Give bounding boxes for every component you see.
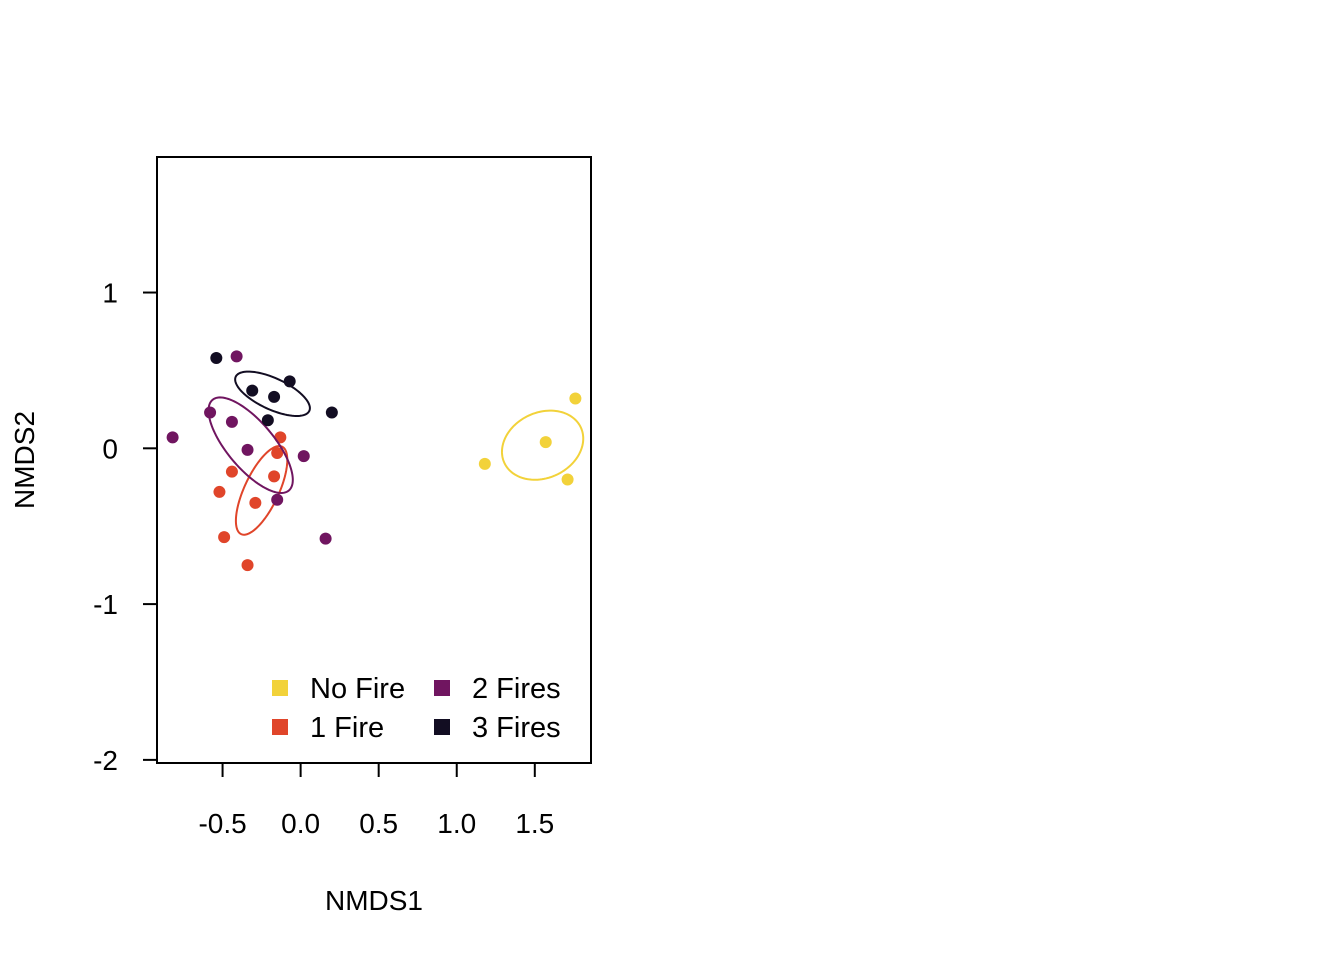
legend-swatch-no-fire [272, 680, 288, 696]
point-1-fire [268, 470, 281, 483]
point-2-fires [230, 350, 243, 363]
point-3-fires [283, 375, 296, 388]
point-2-fires [166, 431, 179, 444]
axes: -0.5 0.0 0.5 1.0 1.5 1 0 -1 -2 NMDS1 NMDS2 [9, 156, 592, 916]
legend-label: 1 Fire [310, 712, 384, 744]
point-1-fire [218, 531, 231, 544]
point-no-fire [478, 457, 491, 470]
legend-swatch-1-fire [272, 719, 288, 735]
point-no-fire [561, 473, 574, 486]
point-1-fire [271, 446, 284, 459]
point-3-fires [325, 406, 338, 419]
point-3-fires [268, 390, 281, 403]
legend-swatch-3-fires [434, 719, 450, 735]
legend-label: 2 Fires [472, 673, 561, 705]
point-2-fires [241, 443, 254, 456]
point-3-fires [261, 414, 274, 427]
x-tick-label: 1.0 [437, 808, 476, 839]
y-tick-label: 1 [102, 278, 118, 309]
legend-label: 3 Fires [472, 712, 561, 744]
point-2-fires [204, 406, 217, 419]
plot-area [166, 350, 585, 572]
legend-label: No Fire [310, 673, 405, 705]
legend: No Fire 1 Fire 2 Fires 3 Fires [272, 673, 561, 744]
point-2-fires [319, 532, 332, 545]
point-2-fires [271, 493, 284, 506]
point-2-fires [225, 415, 238, 428]
x-tick-label: 0.0 [281, 808, 320, 839]
y-tick-label: -2 [93, 745, 118, 776]
y-tick-label: 0 [102, 433, 118, 464]
point-3-fires [246, 384, 259, 397]
point-1-fire [249, 496, 262, 509]
point-1-fire [241, 559, 254, 572]
point-3-fires [210, 351, 223, 364]
ellipse-2-fires [207, 396, 294, 494]
point-1-fire [213, 485, 226, 498]
x-axis-label: NMDS1 [325, 885, 423, 916]
point-no-fire [569, 392, 582, 405]
y-axis-label: NMDS2 [9, 411, 40, 509]
x-tick-label: 0.5 [359, 808, 398, 839]
point-1-fire [225, 465, 238, 478]
x-tick-label: -0.5 [198, 808, 246, 839]
ellipse-3-fires [234, 370, 311, 417]
ellipse-1-fire [234, 445, 289, 536]
point-2-fires [297, 450, 310, 463]
point-no-fire [539, 436, 552, 449]
ellipse-no-fire [500, 409, 585, 481]
x-tick-label: 1.5 [515, 808, 554, 839]
y-tick-label: -1 [93, 589, 118, 620]
legend-swatch-2-fires [434, 680, 450, 696]
